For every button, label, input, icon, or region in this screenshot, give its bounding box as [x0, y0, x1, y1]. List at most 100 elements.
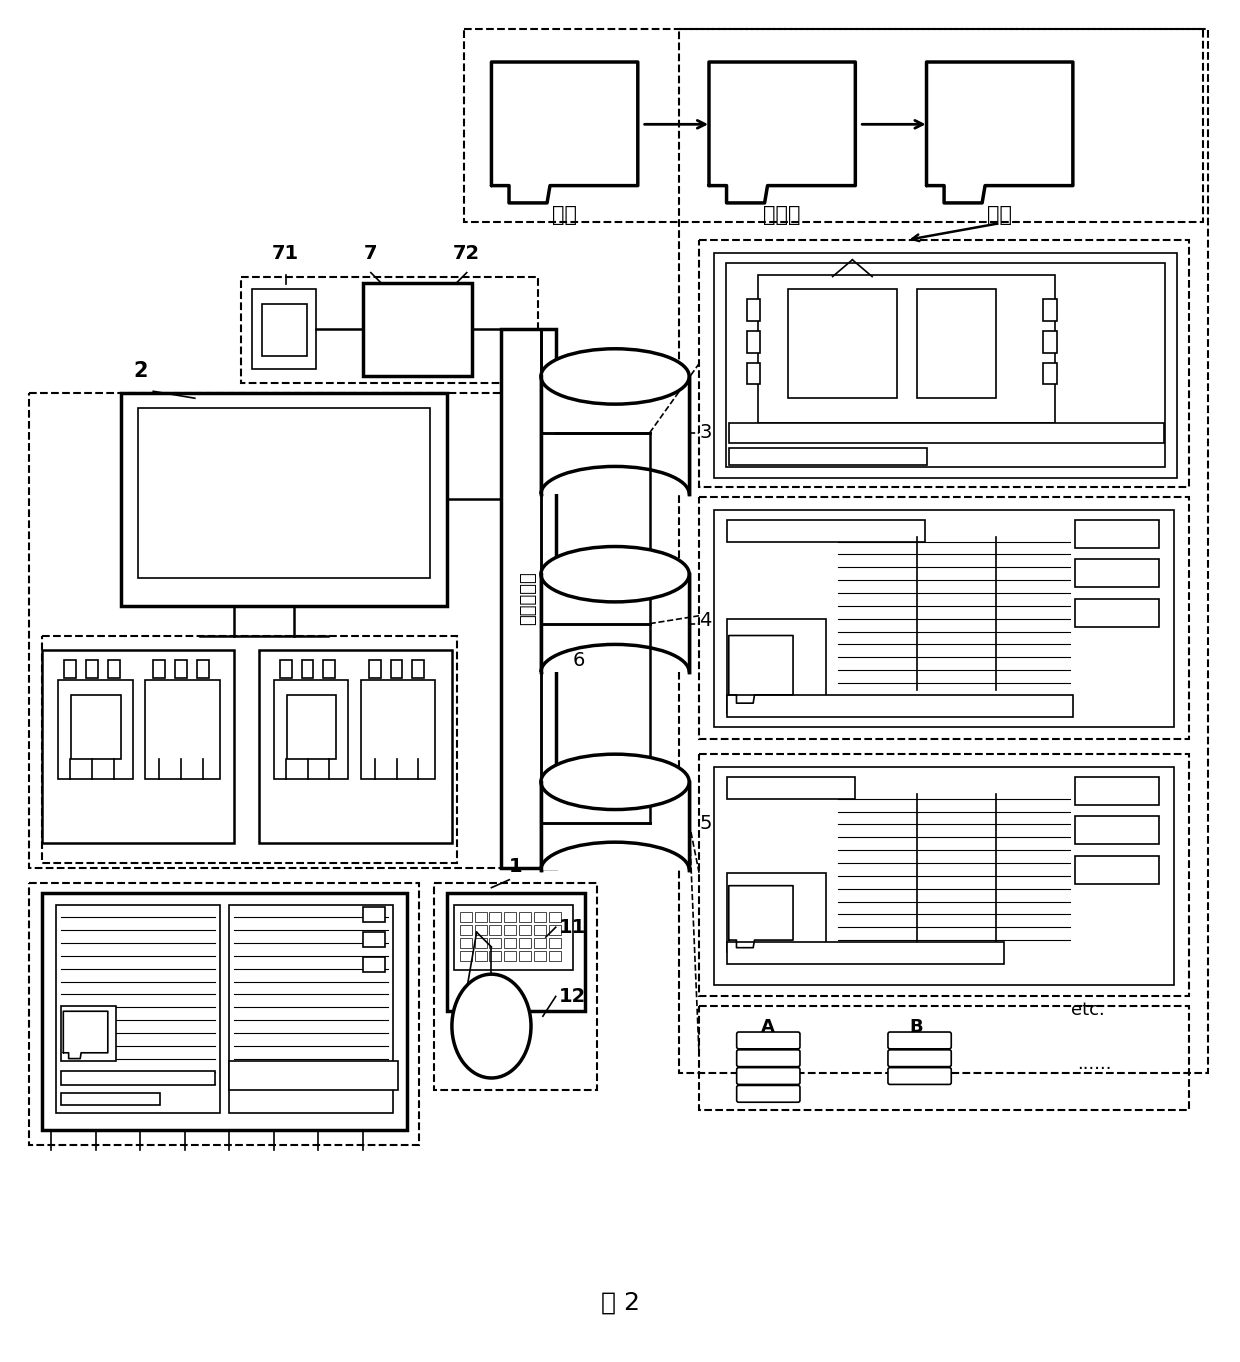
Bar — [505, 938, 516, 948]
Bar — [1043, 362, 1056, 384]
Text: etc.: etc. — [1071, 1001, 1105, 1019]
Bar — [413, 661, 424, 678]
Bar — [363, 932, 384, 947]
Text: 72: 72 — [453, 244, 480, 263]
FancyBboxPatch shape — [888, 1068, 951, 1084]
Bar — [549, 938, 560, 948]
Bar — [61, 1007, 115, 1061]
Bar — [549, 925, 560, 936]
Bar — [464, 30, 1203, 222]
FancyBboxPatch shape — [737, 1068, 800, 1084]
Bar — [391, 661, 403, 678]
Bar — [505, 925, 516, 936]
Bar — [29, 394, 538, 868]
Bar — [725, 263, 1164, 467]
Bar — [501, 330, 556, 868]
Text: 5: 5 — [699, 814, 712, 834]
Bar — [1075, 560, 1159, 587]
Bar — [1075, 599, 1159, 627]
Bar — [729, 448, 926, 466]
Bar — [446, 892, 585, 1011]
FancyBboxPatch shape — [737, 1032, 800, 1049]
Text: B: B — [910, 1019, 924, 1036]
Bar — [534, 951, 546, 960]
Bar — [746, 331, 760, 353]
Text: 1: 1 — [510, 857, 523, 876]
Bar — [727, 520, 925, 542]
Bar — [520, 951, 531, 960]
Bar — [490, 951, 501, 960]
Bar — [680, 30, 1208, 1072]
Text: 裂缝: 裂缝 — [987, 206, 1012, 225]
Bar — [1043, 300, 1056, 321]
Bar — [699, 755, 1189, 997]
Ellipse shape — [541, 349, 689, 405]
Bar — [363, 957, 384, 971]
FancyBboxPatch shape — [888, 1032, 951, 1049]
Bar — [534, 938, 546, 948]
Bar — [42, 636, 456, 864]
Bar — [541, 376, 689, 494]
Bar — [1075, 857, 1159, 884]
FancyBboxPatch shape — [888, 1050, 951, 1066]
Bar — [154, 661, 165, 678]
Bar — [789, 290, 897, 398]
Bar — [699, 497, 1189, 740]
Bar — [86, 661, 98, 678]
Bar — [699, 240, 1189, 488]
Text: 开关: 开关 — [552, 206, 577, 225]
Bar — [1075, 816, 1159, 844]
Bar — [746, 300, 760, 321]
FancyBboxPatch shape — [737, 1086, 800, 1102]
Bar — [460, 938, 471, 948]
Bar — [286, 695, 336, 759]
Bar — [1043, 331, 1056, 353]
Bar — [746, 362, 760, 384]
Text: A: A — [761, 1019, 775, 1036]
Bar — [363, 282, 471, 376]
Bar — [460, 913, 471, 922]
Text: 检验处理器: 检验处理器 — [520, 571, 537, 625]
Bar — [727, 776, 856, 798]
Bar — [714, 509, 1174, 727]
Bar — [727, 695, 1073, 716]
Bar — [29, 883, 419, 1144]
Bar — [549, 913, 560, 922]
Bar — [729, 424, 1164, 443]
Bar — [505, 951, 516, 960]
Bar — [324, 661, 335, 678]
Bar — [259, 650, 451, 843]
Bar — [368, 661, 381, 678]
Bar — [242, 276, 538, 383]
Bar — [714, 767, 1174, 985]
Bar — [42, 892, 408, 1130]
Bar — [61, 1094, 160, 1105]
Bar — [229, 1061, 398, 1091]
Bar — [520, 925, 531, 936]
Bar — [520, 938, 531, 948]
Bar — [120, 394, 446, 606]
Bar — [475, 925, 486, 936]
Text: 2: 2 — [134, 361, 148, 381]
Bar — [505, 913, 516, 922]
Bar — [58, 680, 133, 779]
Bar — [61, 1071, 215, 1086]
Bar — [541, 575, 689, 671]
Bar — [727, 873, 826, 952]
Bar — [42, 650, 234, 843]
Bar — [274, 680, 348, 779]
Bar — [490, 925, 501, 936]
Bar — [280, 661, 291, 678]
Bar — [759, 275, 1055, 424]
Bar — [454, 906, 573, 970]
Text: 6: 6 — [573, 651, 585, 670]
Ellipse shape — [541, 755, 689, 809]
Bar — [197, 661, 208, 678]
Bar — [549, 951, 560, 960]
Text: 4: 4 — [699, 612, 712, 631]
Bar — [699, 1007, 1189, 1110]
Text: ......: ...... — [1078, 1054, 1112, 1073]
Bar — [71, 695, 120, 759]
Bar — [727, 943, 1003, 964]
Bar — [460, 925, 471, 936]
